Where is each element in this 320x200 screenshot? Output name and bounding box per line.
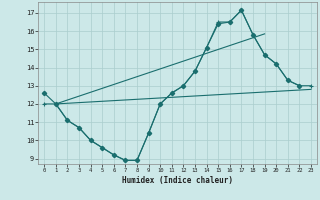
X-axis label: Humidex (Indice chaleur): Humidex (Indice chaleur) (122, 176, 233, 185)
